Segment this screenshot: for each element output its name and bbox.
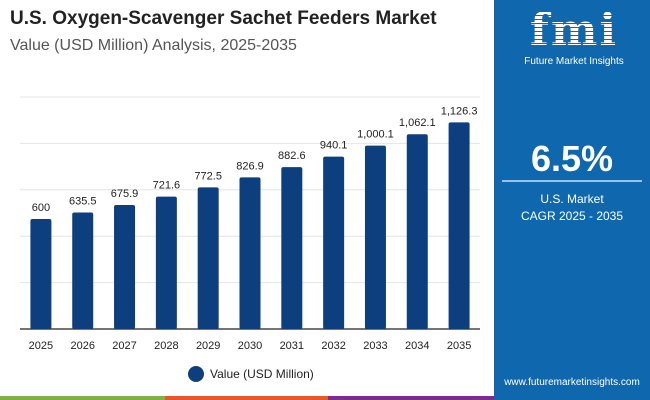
data-label: 721.6 — [153, 180, 181, 192]
cagr-label-line2: CAGR 2025 - 2035 — [520, 209, 624, 223]
divider — [502, 180, 642, 182]
bar-2033 — [364, 145, 386, 329]
bar-2029 — [197, 187, 219, 329]
bar-2032 — [323, 156, 345, 329]
cagr-label-line1: U.S. Market — [540, 192, 604, 206]
data-label: 600 — [32, 202, 50, 214]
logo-mark: fmi — [518, 8, 630, 54]
x-tick-label: 2026 — [70, 340, 94, 352]
x-tick-label: 2030 — [238, 340, 262, 352]
data-label: 635.5 — [69, 195, 97, 207]
data-label: 882.6 — [278, 150, 306, 162]
x-tick-label: 2028 — [154, 340, 178, 352]
x-tick-label: 2034 — [405, 340, 429, 352]
data-label: 1,126.3 — [441, 105, 478, 117]
x-tick-label: 2033 — [363, 340, 387, 352]
bar-2026 — [72, 212, 94, 329]
x-tick-label: 2031 — [280, 340, 304, 352]
bar-2025 — [30, 218, 52, 329]
x-tick-label: 2027 — [112, 340, 136, 352]
legend: Value (USD Million) — [188, 366, 314, 382]
color-strip-green — [0, 396, 165, 400]
cagr-value: 6.5% — [530, 138, 614, 179]
data-label: 940.1 — [320, 140, 348, 152]
bar-2030 — [239, 177, 261, 329]
data-label: 675.9 — [111, 188, 139, 200]
bar-2031 — [281, 167, 303, 329]
legend-swatch — [188, 366, 204, 382]
bar-chart: 600 2025 635.5 2026 675.9 2027 721.6 2028 772.5 2… — [20, 96, 480, 352]
x-tick-label: 2035 — [447, 340, 471, 352]
x-tick-label: 2032 — [321, 340, 345, 352]
x-tick-label: 2029 — [196, 340, 220, 352]
bar-2035 — [448, 122, 470, 329]
data-label: 772.5 — [194, 170, 222, 182]
bar-2027 — [114, 205, 136, 329]
data-label: 826.9 — [236, 160, 264, 172]
cagr-label: U.S. Market CAGR 2025 - 2035 — [494, 191, 650, 225]
fmi-logo: fmi Future Market Insights — [518, 8, 630, 68]
x-tick-label: 2025 — [29, 340, 53, 352]
legend-label: Value (USD Million) — [210, 367, 314, 381]
color-strip-purple — [328, 396, 494, 400]
bar-2028 — [155, 196, 177, 329]
side-panel: fmi Future Market Insights 6.5% U.S. Mar… — [494, 0, 650, 400]
website-link[interactable]: www.futuremarketinsights.com — [504, 377, 640, 388]
chart-title: U.S. Oxygen-Scavenger Sachet Feeders Mar… — [10, 8, 437, 29]
color-strip-orange — [165, 396, 328, 400]
chart-subtitle: Value (USD Million) Analysis, 2025-2035 — [10, 37, 297, 54]
bar-2034 — [406, 134, 428, 329]
logo-text: Future Market Insights — [524, 56, 624, 67]
data-label: 1,062.1 — [399, 117, 436, 129]
data-label: 1,000.1 — [357, 129, 394, 141]
